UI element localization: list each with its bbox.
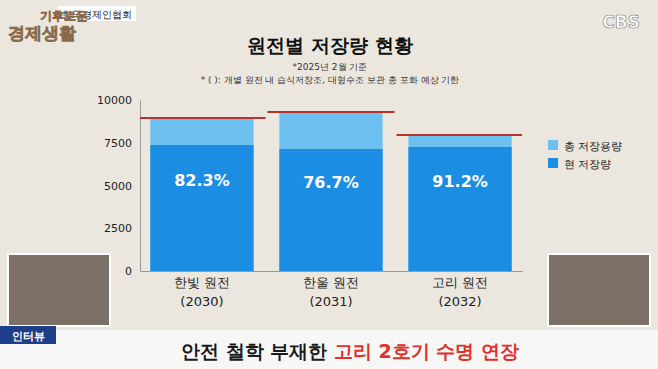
y-tick-label: 5000	[104, 180, 132, 193]
program-logo: 경제생활	[8, 23, 76, 43]
x-tick-label-line: 한빛 원전	[174, 275, 230, 290]
percent-label: 82.3%	[174, 171, 230, 190]
x-tick-label-line: 한울 원전	[303, 275, 359, 290]
subtitle: *2025년 2월 기준	[293, 62, 368, 72]
y-tick-label: 0	[125, 265, 132, 278]
y-tick-label: 10000	[97, 94, 132, 107]
background	[0, 0, 658, 369]
capacity-line	[140, 117, 266, 119]
program-logo: 기후로운	[40, 9, 88, 23]
x-axis: 한빛 원전 (2030) 한울 원전 (2031) 고리 원전 (2032)	[141, 271, 523, 309]
x-tick-label-line: (2031)	[309, 294, 352, 309]
y-axis: 0 2500 5000 7500 10000	[97, 94, 141, 278]
plot-area	[140, 112, 522, 271]
headline-part: 고리 2호기 수명 연장	[334, 340, 519, 362]
legend-label: 총 저장용량	[564, 140, 623, 153]
note: * ( ): 개별 원전 내 습식저장조, 대형수조 보관 총 포화 예상 기한	[201, 75, 460, 85]
tag: 인터뷰	[12, 330, 45, 343]
x-tick-label: 한울 원전 (2031)	[303, 275, 359, 309]
screen: 한국경제인협회CBS기후로운경제생활원전별 저장량 현황*2025년 2월 기준…	[0, 0, 658, 369]
legend-swatch	[548, 140, 558, 150]
bar-total	[150, 118, 253, 271]
bar-current	[279, 149, 382, 271]
x-tick: 고리 원전 (2032)	[432, 271, 488, 309]
x-axis-line	[141, 271, 523, 272]
y-tick: 5000	[104, 180, 140, 193]
y-tick-label: 7500	[104, 137, 132, 150]
x-tick-label: 한빛 원전 (2030)	[174, 275, 230, 309]
x-tick-label-line: (2030)	[180, 294, 223, 309]
legend: 총 저장용량현 저장량	[548, 140, 623, 171]
bar-current	[408, 147, 511, 271]
speaker-video	[548, 254, 650, 326]
legend-swatch	[548, 158, 558, 168]
channel: CBS	[602, 12, 640, 32]
x-tick-label: 고리 원전 (2032)	[432, 275, 488, 309]
headline-part: 안전 철학 부재한	[181, 340, 334, 362]
x-tick: 한빛 원전 (2030)	[174, 271, 230, 309]
y-tick: 0	[125, 265, 140, 278]
x-tick-label-line: (2032)	[438, 294, 481, 309]
title: 원전별 저장량 현황	[247, 34, 412, 56]
y-tick: 7500	[104, 137, 140, 150]
headline: 안전 철학 부재한 고리 2호기 수명 연장	[181, 340, 519, 362]
bar-total	[408, 135, 511, 271]
y-tick: 10000	[97, 94, 140, 107]
capacity-line	[267, 111, 394, 113]
banner	[0, 330, 658, 369]
capacity-line	[396, 134, 522, 136]
legend-label: 현 저장량	[564, 158, 612, 171]
percent-label: 91.2%	[432, 172, 488, 191]
bar-current	[150, 145, 253, 271]
y-tick-label: 2500	[104, 222, 132, 235]
speaker-video	[8, 254, 110, 326]
x-tick-label-line: 고리 원전	[432, 275, 488, 290]
percent-label: 76.7%	[303, 173, 359, 192]
tag-box	[0, 326, 56, 344]
bar-total	[279, 112, 382, 271]
y-axis-line	[140, 101, 141, 272]
y-tick: 2500	[104, 222, 140, 235]
x-tick: 한울 원전 (2031)	[303, 271, 359, 309]
